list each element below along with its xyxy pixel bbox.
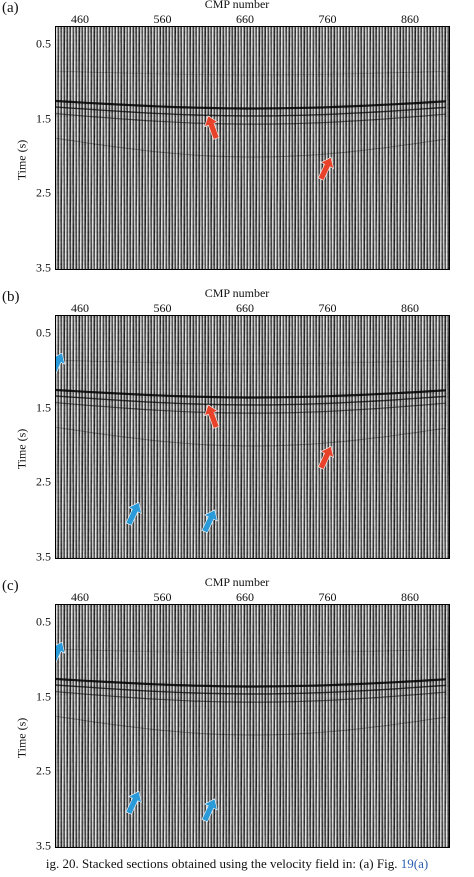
blue-arrow-icon <box>56 641 66 666</box>
y-tick-label: 1.5 <box>36 689 51 704</box>
reflector-line <box>56 648 447 654</box>
reflector-line <box>56 113 447 125</box>
x-tick-label: 660 <box>236 301 254 315</box>
caption-figure-link[interactable]: 19(a) <box>400 856 429 871</box>
y-tick-label: 3.5 <box>36 549 51 564</box>
x-tick-label: 760 <box>318 590 337 604</box>
x-axis-title: CMP number <box>204 286 270 300</box>
y-axis-title: Time (s) <box>14 717 29 759</box>
seismic-section <box>55 26 450 270</box>
panel-label: (a) <box>2 0 19 16</box>
seismic-section <box>55 604 450 848</box>
blue-arrow-icon <box>125 790 142 815</box>
y-tick-label: 2.5 <box>36 185 51 200</box>
reflector-line <box>56 715 447 736</box>
y-tick-label: 1.5 <box>36 111 51 126</box>
y-tick-label: 2.5 <box>36 474 51 489</box>
x-tick-label: 760 <box>318 12 337 26</box>
reflector-line <box>56 402 447 414</box>
panel-label: (c) <box>2 578 19 594</box>
x-tick-label: 560 <box>153 301 172 315</box>
y-tick-label: 0.5 <box>36 36 51 51</box>
reflector-line <box>56 137 447 158</box>
y-axis-title: Time (s) <box>14 139 29 181</box>
y-axis-title: Time (s) <box>14 428 29 470</box>
y-tick-label: 3.5 <box>36 838 51 853</box>
x-tick-label: 860 <box>401 590 419 604</box>
blue-arrow-icon <box>201 798 218 823</box>
seismic-section <box>55 315 450 559</box>
y-tick-label: 2.5 <box>36 763 51 778</box>
panel-b: (b) CMP number 460 560 660 760 860 Time (s) 0.5 1… <box>0 286 474 573</box>
y-tick-label: 1.5 <box>36 400 51 415</box>
y-tick-label: 0.5 <box>36 614 51 629</box>
blue-arrow-icon <box>56 352 66 377</box>
caption-text: ig. 20. Stacked sections obtained using … <box>45 856 401 871</box>
reflector-line <box>56 691 447 703</box>
red-arrow-icon <box>317 445 335 470</box>
blue-arrow-icon <box>125 501 142 526</box>
reflector-line <box>56 684 447 695</box>
x-axis-title: CMP number <box>204 0 270 11</box>
x-tick-label: 460 <box>71 301 89 315</box>
panel-a: (a) CMP number 460 560 660 760 860 Time (s) 0.5 1… <box>0 0 474 284</box>
x-axis-title: CMP number <box>204 575 270 589</box>
x-tick-label: 760 <box>318 301 337 315</box>
x-tick-label: 660 <box>236 12 254 26</box>
reflector-line <box>56 426 447 447</box>
panel-label: (b) <box>2 289 20 305</box>
y-tick-label: 3.5 <box>36 260 51 275</box>
x-tick-label: 860 <box>401 301 419 315</box>
red-arrow-icon <box>317 156 335 181</box>
reflector-line <box>56 99 447 110</box>
reflector-line <box>56 106 447 117</box>
reflector-line <box>56 677 447 688</box>
reflector-line <box>56 388 447 399</box>
red-arrow-icon <box>204 404 220 429</box>
x-tick-label: 460 <box>71 590 89 604</box>
reflector-line <box>56 395 447 406</box>
y-tick-label: 0.5 <box>36 325 51 340</box>
blue-arrow-icon <box>201 509 218 534</box>
panel-c: (c) CMP number 460 560 660 760 860 Time (s) 0.5 1… <box>0 575 474 862</box>
x-tick-label: 660 <box>236 590 254 604</box>
x-tick-label: 560 <box>153 590 172 604</box>
x-tick-label: 560 <box>153 12 172 26</box>
figure-caption: ig. 20. Stacked sections obtained using … <box>0 856 474 872</box>
x-tick-label: 460 <box>71 12 89 26</box>
reflector-line <box>56 70 447 76</box>
reflector-line <box>56 359 447 365</box>
x-tick-label: 860 <box>401 12 419 26</box>
red-arrow-icon <box>204 115 220 140</box>
